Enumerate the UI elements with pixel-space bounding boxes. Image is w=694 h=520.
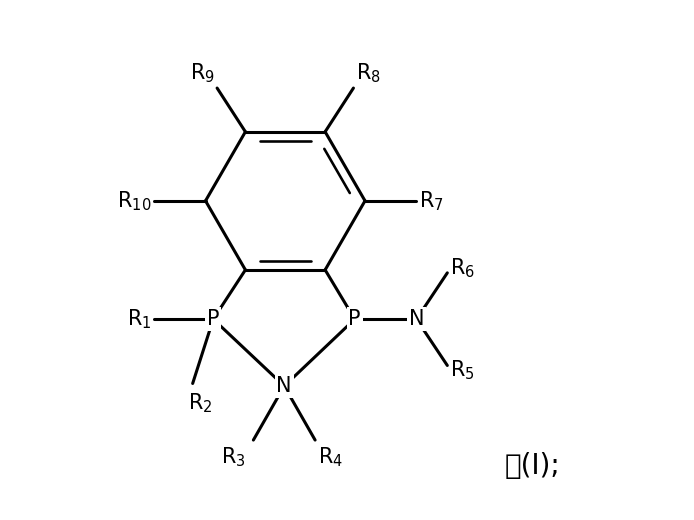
Text: $\mathrm{R}_{5}$: $\mathrm{R}_{5}$: [450, 359, 475, 382]
Text: N: N: [276, 376, 292, 396]
Text: $\mathrm{R}_{1}$: $\mathrm{R}_{1}$: [127, 307, 151, 331]
Text: $\mathrm{R}_{2}$: $\mathrm{R}_{2}$: [187, 391, 212, 415]
Text: $\mathrm{R}_{9}$: $\mathrm{R}_{9}$: [189, 62, 214, 85]
Text: $\mathrm{R}_{6}$: $\mathrm{R}_{6}$: [450, 256, 475, 280]
Text: $\mathrm{R}_{10}$: $\mathrm{R}_{10}$: [117, 189, 151, 213]
Text: P: P: [348, 309, 361, 329]
Text: N: N: [409, 309, 424, 329]
Text: P: P: [207, 309, 219, 329]
Text: $\mathrm{R}_{4}$: $\mathrm{R}_{4}$: [318, 445, 343, 469]
Text: $\mathrm{R}_{7}$: $\mathrm{R}_{7}$: [419, 189, 444, 213]
Text: $\mathrm{R}_{8}$: $\mathrm{R}_{8}$: [356, 62, 381, 85]
Text: 式(I);: 式(I);: [505, 452, 560, 480]
Text: $\mathrm{R}_{3}$: $\mathrm{R}_{3}$: [221, 445, 246, 469]
